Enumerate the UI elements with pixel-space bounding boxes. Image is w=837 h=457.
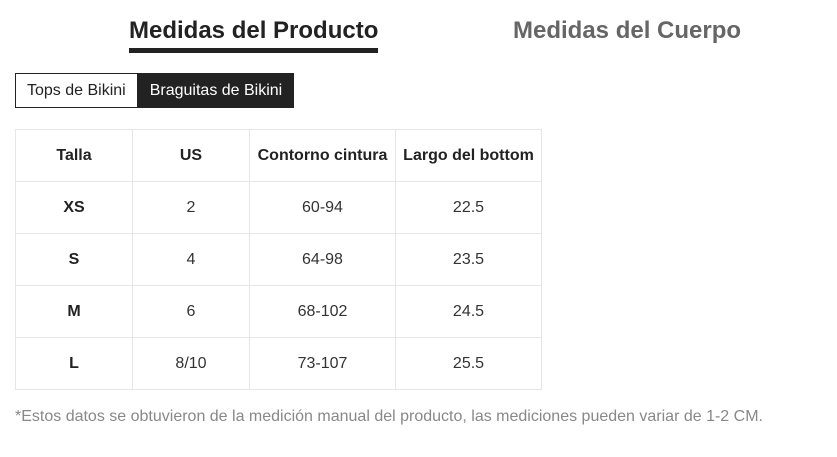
cell-bottom-length: 24.5 xyxy=(395,285,542,338)
cell-bottom-length: 25.5 xyxy=(395,337,542,390)
tab-bikini-tops[interactable]: Tops de Bikini xyxy=(15,73,138,108)
table-row: S 4 64-98 23.5 xyxy=(15,233,542,286)
tab-bikini-bottoms[interactable]: Braguitas de Bikini xyxy=(137,73,295,108)
table-header-row: Talla US Contorno cintura Largo del bott… xyxy=(15,129,542,182)
header-us: US xyxy=(132,129,250,182)
category-tabs: Tops de Bikini Braguitas de Bikini xyxy=(15,73,295,108)
header-size: Talla xyxy=(15,129,133,182)
header-waist: Contorno cintura xyxy=(249,129,396,182)
cell-bottom-length: 23.5 xyxy=(395,233,542,286)
cell-waist: 60-94 xyxy=(249,181,396,234)
cell-size: M xyxy=(15,285,133,338)
header-bottom-length: Largo del bottom xyxy=(395,129,542,182)
cell-us: 4 xyxy=(132,233,250,286)
cell-us: 8/10 xyxy=(132,337,250,390)
cell-us: 6 xyxy=(132,285,250,338)
cell-waist: 73-107 xyxy=(249,337,396,390)
cell-waist: 64-98 xyxy=(249,233,396,286)
measurement-tabs: Medidas del Producto Medidas del Cuerpo xyxy=(0,0,837,56)
cell-size: L xyxy=(15,337,133,390)
cell-size: S xyxy=(15,233,133,286)
cell-waist: 68-102 xyxy=(249,285,396,338)
size-chart-table: Talla US Contorno cintura Largo del bott… xyxy=(15,129,542,390)
tab-product-measurements[interactable]: Medidas del Producto xyxy=(129,15,379,53)
cell-size: XS xyxy=(15,181,133,234)
tab-body-measurements[interactable]: Medidas del Cuerpo xyxy=(513,17,742,44)
cell-us: 2 xyxy=(132,181,250,234)
table-row: XS 2 60-94 22.5 xyxy=(15,181,542,234)
table-row: L 8/10 73-107 25.5 xyxy=(15,337,542,390)
measurement-disclaimer: *Estos datos se obtuvieron de la medició… xyxy=(15,408,763,425)
cell-bottom-length: 22.5 xyxy=(395,181,542,234)
table-row: M 6 68-102 24.5 xyxy=(15,285,542,338)
